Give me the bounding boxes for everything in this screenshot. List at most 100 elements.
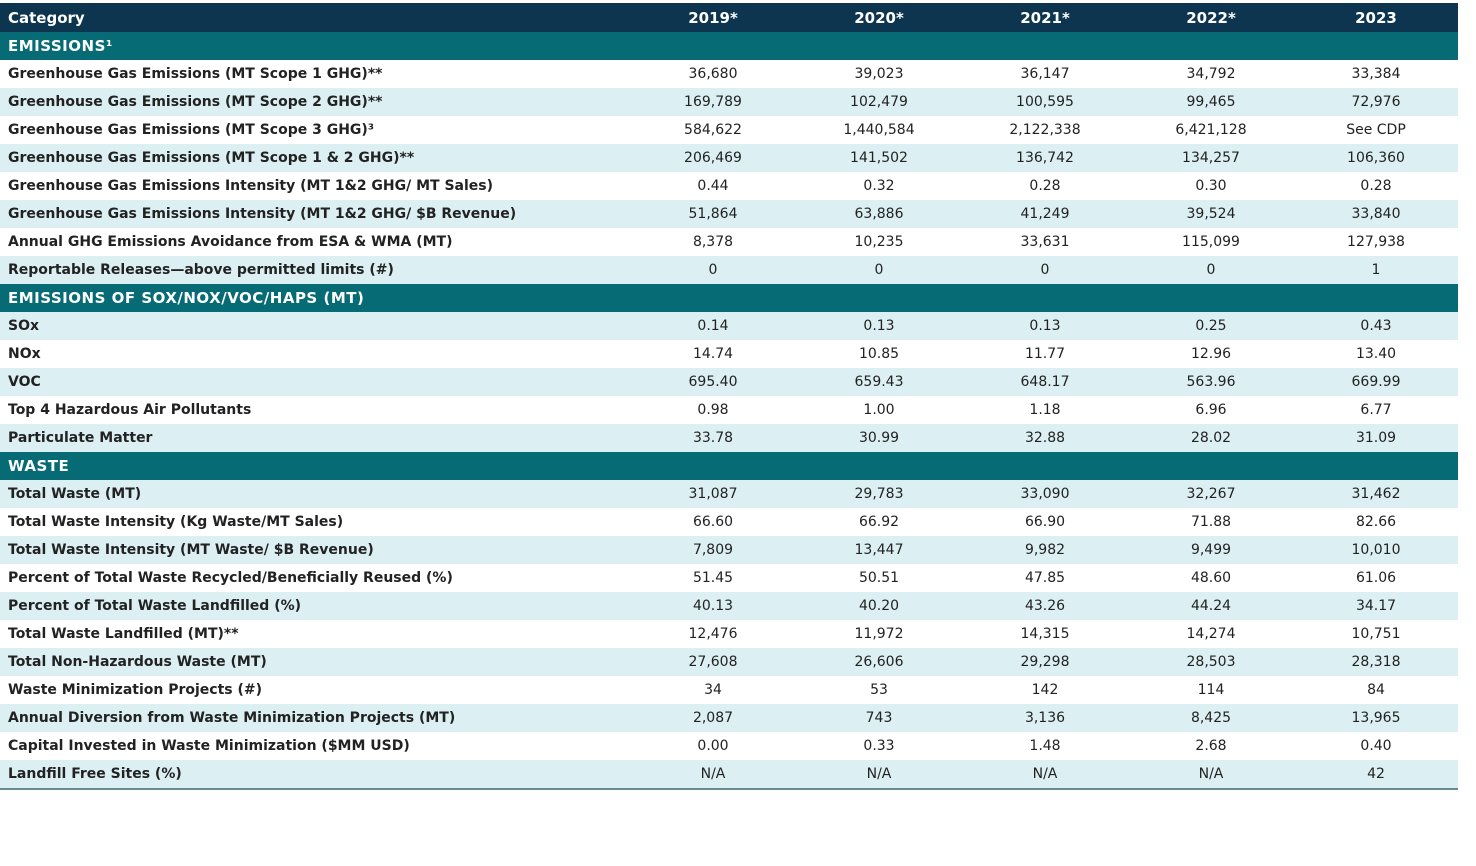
data-row: Greenhouse Gas Emissions (MT Scope 3 GHG…: [0, 116, 1458, 144]
cell-value: 33,090: [962, 480, 1128, 508]
cell-value: 0.28: [1360, 178, 1392, 194]
cell-value: 0.30: [1195, 178, 1227, 194]
data-row: Top 4 Hazardous Air Pollutants 0.98 1.00 1.…: [0, 396, 1458, 424]
cell-value: 8,425: [1128, 704, 1294, 732]
data-row: Reportable Releases—above permitted limi…: [0, 256, 1458, 284]
cell-value: 14.74: [692, 346, 734, 362]
cell-value: 71.88: [1190, 514, 1232, 530]
cell-value: 0.43: [1294, 312, 1458, 340]
cell-value: 206,469: [630, 144, 796, 172]
row-label: Capital Invested in Waste Minimization (…: [8, 738, 410, 754]
header-cell: Category: [0, 3, 630, 32]
cell-value: 32.88: [962, 424, 1128, 452]
cell-value: 61.06: [1355, 570, 1397, 586]
row-label: Percent of Total Waste Recycled/Benefici…: [8, 570, 453, 586]
cell-value: 9,982: [962, 536, 1128, 564]
cell-value: 32,267: [1128, 480, 1294, 508]
data-row: Particulate Matter 33.78 30.99 32.88 28.02 31…: [0, 424, 1458, 452]
cell-value: 0.44: [697, 178, 729, 194]
data-row: Annual Diversion from Waste Minimization…: [0, 704, 1458, 732]
cell-value: 1.00: [863, 402, 895, 418]
row-label: Percent of Total Waste Landfilled (%): [0, 592, 630, 620]
cell-value: 743: [796, 704, 962, 732]
cell-value: 10,235: [854, 234, 904, 250]
row-label: Landfill Free Sites (%): [0, 760, 630, 789]
cell-value: 1: [1294, 256, 1458, 284]
cell-value: 114: [1197, 682, 1225, 698]
cell-value: N/A: [630, 760, 796, 789]
cell-value: 34.17: [1294, 592, 1458, 620]
cell-value: 28.02: [1128, 424, 1294, 452]
cell-value: 40.20: [796, 592, 962, 620]
cell-value: 141,502: [796, 144, 962, 172]
cell-value: 0.13: [796, 312, 962, 340]
cell-value: 6.77: [1360, 402, 1392, 418]
data-row: NOx 14.74 10.85 11.77 12.96 13.40: [0, 340, 1458, 368]
cell-value: 127,938: [1347, 234, 1405, 250]
cell-value: 0.13: [962, 312, 1128, 340]
cell-value: 3,136: [962, 704, 1128, 732]
cell-value: 43.26: [962, 592, 1128, 620]
row-label: Greenhouse Gas Emissions Intensity (MT 1…: [0, 200, 630, 228]
row-label: Waste Minimization Projects (#): [8, 682, 263, 698]
cell-value: 99,465: [1128, 88, 1294, 116]
cell-value: 9,499: [1128, 536, 1294, 564]
header-cell: 2022*: [1128, 3, 1294, 32]
cell-value: 648.17: [962, 368, 1128, 396]
cell-value: 100,595: [962, 88, 1128, 116]
cell-value: 6.96: [1195, 402, 1227, 418]
cell-value: 563.96: [1128, 368, 1294, 396]
data-row: Greenhouse Gas Emissions (MT Scope 1 GHG…: [0, 60, 1458, 88]
cell-value: 51,864: [630, 200, 796, 228]
section-title: WASTE: [0, 452, 1458, 480]
data-row: Greenhouse Gas Emissions Intensity (MT 1…: [0, 172, 1458, 200]
data-row: Total Waste Landfilled (MT)** 12,476 11,97…: [0, 620, 1458, 648]
cell-value: 13.40: [1355, 346, 1397, 362]
row-label: Greenhouse Gas Emissions (MT Scope 2 GHG…: [0, 88, 630, 116]
cell-value: 63,886: [796, 200, 962, 228]
cell-value: 136,742: [962, 144, 1128, 172]
row-label: Total Non-Hazardous Waste (MT): [0, 648, 630, 676]
data-row: Total Waste Intensity (MT Waste/ $B Reve…: [0, 536, 1458, 564]
header-cell: 2023: [1294, 3, 1458, 32]
data-row: Landfill Free Sites (%) N/A N/A N/A N/A 42: [0, 760, 1458, 789]
row-label: Greenhouse Gas Emissions (MT Scope 1 & 2…: [0, 144, 630, 172]
header-cell: 2019*: [630, 3, 796, 32]
cell-value: 2,122,338: [1009, 122, 1081, 138]
cell-value: 82.66: [1355, 514, 1397, 530]
cell-value: 0.32: [863, 178, 895, 194]
cell-value: 30.99: [796, 424, 962, 452]
cell-value: 14,274: [1186, 626, 1236, 642]
cell-value: 115,099: [1182, 234, 1240, 250]
cell-value: 0.25: [1128, 312, 1294, 340]
row-label: Total Waste (MT): [0, 480, 630, 508]
cell-value: 36,147: [1020, 66, 1070, 82]
cell-value: 11.77: [1024, 346, 1066, 362]
cell-value: 1.48: [1029, 738, 1061, 754]
section-row: EMISSIONS¹: [0, 32, 1458, 60]
cell-value: 50.51: [858, 570, 900, 586]
cell-value: N/A: [796, 760, 962, 789]
cell-value: 134,257: [1128, 144, 1294, 172]
cell-value: 36,680: [688, 66, 738, 82]
cell-value: 8,378: [692, 234, 734, 250]
cell-value: 10,010: [1294, 536, 1458, 564]
cell-value: 33,384: [1351, 66, 1401, 82]
cell-value: 0: [796, 256, 962, 284]
cell-value: 28,318: [1294, 648, 1458, 676]
row-label: Greenhouse Gas Emissions Intensity (MT 1…: [8, 178, 494, 194]
header-cell: 2020*: [796, 3, 962, 32]
cell-value: 29,298: [962, 648, 1128, 676]
cell-value: 31,462: [1294, 480, 1458, 508]
cell-value: 12.96: [1190, 346, 1232, 362]
cell-value: 0.14: [630, 312, 796, 340]
cell-value: 10.85: [858, 346, 900, 362]
row-label: Top 4 Hazardous Air Pollutants: [8, 402, 252, 418]
cell-value: 0.33: [863, 738, 895, 754]
cell-value: 34: [704, 682, 722, 698]
cell-value: 11,972: [854, 626, 904, 642]
data-row: Waste Minimization Projects (#) 34 53 142 11…: [0, 676, 1458, 704]
cell-value: 10,751: [1351, 626, 1401, 642]
cell-value: 6,421,128: [1175, 122, 1247, 138]
cell-value: 31,087: [630, 480, 796, 508]
